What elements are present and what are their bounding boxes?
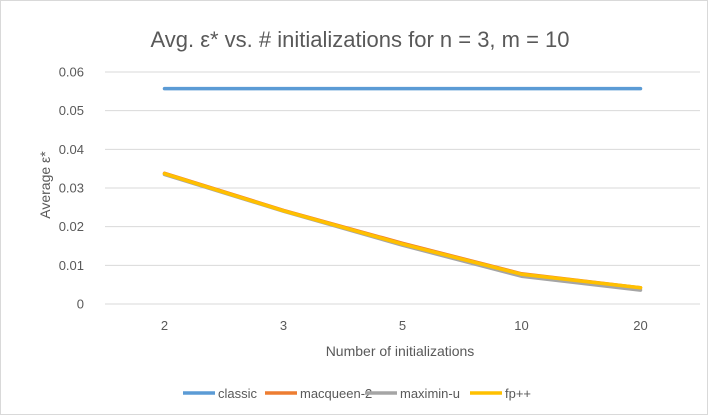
series-line-macqueen-2 <box>162 171 643 290</box>
y-tick-label: 0.02 <box>59 219 84 234</box>
legend-label: classic <box>218 386 258 401</box>
legend-label: macqueen-2 <box>300 386 372 401</box>
y-tick-label: 0.01 <box>59 258 84 273</box>
legend-label: fp++ <box>505 386 531 401</box>
y-tick-label: 0 <box>77 297 84 312</box>
x-tick-label: 3 <box>280 318 287 333</box>
x-tick-label: 2 <box>161 318 168 333</box>
x-tick-label: 5 <box>399 318 406 333</box>
gridlines <box>105 71 700 305</box>
x-axis-ticks: 2 3 5 10 20 <box>161 318 648 333</box>
x-tick-label: 10 <box>514 318 528 333</box>
series-lines <box>162 86 643 292</box>
legend-label: maximin-u <box>400 386 460 401</box>
y-tick-label: 0.03 <box>59 181 84 196</box>
series-line-fp- <box>162 171 643 290</box>
y-tick-label: 0.06 <box>59 65 84 80</box>
x-tick-label: 20 <box>633 318 647 333</box>
series-line-maximin-u <box>162 172 643 292</box>
y-axis-title: Average ε* <box>37 151 53 219</box>
x-axis-title: Number of initializations <box>326 343 475 359</box>
chart-title: Avg. ε* vs. # initializations for n = 3,… <box>150 27 569 52</box>
y-axis-ticks: 0 0.01 0.02 0.03 0.04 0.05 0.06 <box>59 65 84 312</box>
legend: classic macqueen-2 maximin-u fp++ <box>183 386 531 401</box>
y-tick-label: 0.04 <box>59 142 84 157</box>
y-tick-label: 0.05 <box>59 103 84 118</box>
